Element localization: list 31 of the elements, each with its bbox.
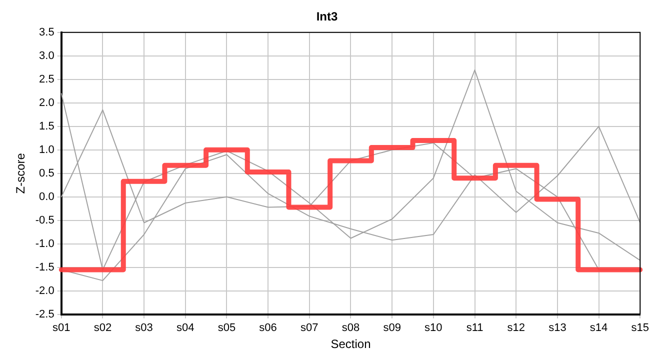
y-tick-label: 1.0 xyxy=(39,144,54,156)
y-tick-label: 1.5 xyxy=(39,120,54,132)
x-tick-label: s07 xyxy=(300,322,318,334)
y-tick-label: -2.0 xyxy=(35,284,54,297)
y-tick-label: 2.5 xyxy=(39,73,54,86)
y-tick-label: -1.5 xyxy=(35,261,54,274)
x-tick-label: s12 xyxy=(507,322,525,334)
x-tick-label: s09 xyxy=(383,322,401,334)
x-tick-label: s05 xyxy=(218,322,236,334)
x-tick-label: s03 xyxy=(135,322,153,334)
y-axis-title: Z-score xyxy=(14,152,28,194)
x-tick-label: s02 xyxy=(94,322,112,334)
y-tick-label: 0.5 xyxy=(39,167,54,180)
y-tick-label: 3.0 xyxy=(39,50,54,62)
x-tick-label: s13 xyxy=(548,322,566,334)
x-axis-title: Section xyxy=(330,337,371,352)
y-tick-label: -2.5 xyxy=(35,308,54,320)
x-tick-label: s11 xyxy=(466,322,484,334)
y-tick-label: -0.5 xyxy=(35,214,54,226)
y-tick-label: -1.0 xyxy=(35,238,54,250)
x-tick-label: s06 xyxy=(259,322,277,334)
x-tick-label: s15 xyxy=(631,322,650,334)
x-tick-label: s10 xyxy=(424,322,442,334)
x-tick-label: s04 xyxy=(176,322,194,334)
x-tick-label: s08 xyxy=(342,322,360,334)
y-tick-label: 3.5 xyxy=(39,26,54,38)
y-tick-label: 0.0 xyxy=(39,190,54,203)
x-tick-label: s14 xyxy=(590,322,608,334)
y-tick-label: 2.0 xyxy=(39,96,54,109)
chart-title: Int3 xyxy=(316,10,338,24)
x-tick-label: s01 xyxy=(52,322,70,334)
